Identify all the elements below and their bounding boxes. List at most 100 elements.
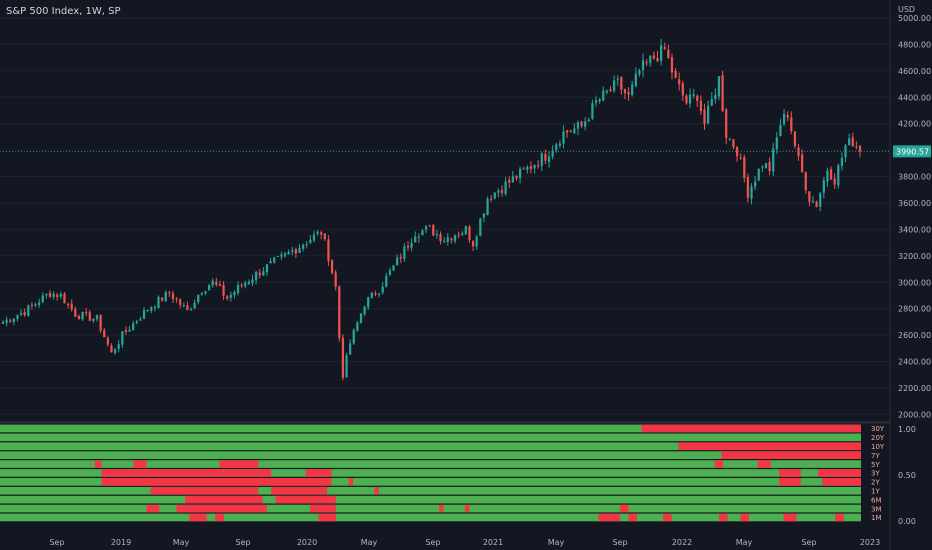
candle-body bbox=[504, 181, 507, 195]
candle-body bbox=[620, 77, 623, 90]
band-row bbox=[0, 460, 861, 468]
candle-body bbox=[9, 320, 12, 322]
candle-body bbox=[522, 168, 525, 170]
candle-body bbox=[793, 131, 797, 146]
x-tick-label: Sep bbox=[425, 538, 440, 547]
band-red-segment bbox=[628, 513, 638, 522]
candle-body bbox=[754, 181, 757, 187]
candle-body bbox=[273, 257, 276, 263]
candle-body bbox=[605, 90, 608, 93]
band-row bbox=[0, 478, 861, 486]
candle-body bbox=[819, 193, 822, 207]
band-red-segment bbox=[101, 469, 272, 477]
band-row bbox=[0, 424, 861, 433]
band-red-segment bbox=[678, 442, 861, 451]
candle-body bbox=[302, 245, 305, 249]
candle-body bbox=[696, 95, 699, 101]
candle-body bbox=[222, 284, 225, 296]
band-red-segment bbox=[779, 469, 801, 477]
candle-body bbox=[189, 308, 193, 310]
candle-body bbox=[323, 233, 326, 240]
band-row-label: 5Y bbox=[871, 461, 880, 469]
candle-body bbox=[117, 343, 120, 349]
candle-body bbox=[359, 313, 363, 324]
candle-body bbox=[623, 89, 627, 93]
candle-body bbox=[150, 307, 153, 311]
candle-body bbox=[291, 250, 294, 252]
candle-body bbox=[330, 260, 334, 274]
candle-body bbox=[457, 234, 460, 236]
candle-body bbox=[764, 163, 768, 168]
candle-body bbox=[511, 176, 514, 182]
candle-body bbox=[743, 157, 746, 179]
x-tick-label: May bbox=[361, 538, 378, 547]
band-red-segment bbox=[464, 504, 470, 513]
candle-body bbox=[475, 236, 478, 247]
band-row-label: 3Y bbox=[871, 470, 880, 478]
candle-body bbox=[801, 154, 804, 173]
candle-body bbox=[685, 95, 688, 104]
candle-body bbox=[244, 282, 247, 287]
candle-body bbox=[294, 249, 298, 254]
candle-body bbox=[768, 162, 771, 172]
candle-body bbox=[486, 198, 489, 215]
band-row bbox=[0, 504, 861, 513]
candle-body bbox=[88, 312, 91, 321]
candle-body bbox=[153, 307, 156, 309]
candle-body bbox=[790, 117, 793, 132]
x-tick-label: Sep bbox=[49, 538, 64, 547]
candle-body bbox=[468, 226, 471, 240]
candle-body bbox=[269, 261, 272, 264]
candle-body bbox=[851, 137, 854, 146]
band-red-segment bbox=[101, 478, 332, 486]
candle-body bbox=[255, 271, 258, 281]
candle-body bbox=[34, 304, 37, 306]
candle-body bbox=[421, 230, 424, 236]
band-red-segment bbox=[133, 460, 147, 468]
candle-body bbox=[775, 137, 778, 150]
chart-title: S&P 500 Index, 1W, SP bbox=[6, 6, 121, 17]
candle-body bbox=[728, 139, 731, 141]
candle-body bbox=[822, 180, 825, 193]
candle-body bbox=[858, 146, 862, 152]
candle-body bbox=[233, 292, 236, 296]
candle-body bbox=[132, 323, 135, 331]
candle-body bbox=[739, 157, 742, 159]
y-tick-label: 2200.00 bbox=[898, 384, 931, 393]
candle-body bbox=[508, 180, 511, 183]
candle-body bbox=[265, 264, 269, 273]
x-tick-label: Sep bbox=[801, 538, 816, 547]
band-red-segment bbox=[318, 513, 336, 522]
candle-body bbox=[612, 80, 616, 91]
band-axis-tick: 1.00 bbox=[898, 425, 916, 434]
candle-body bbox=[490, 198, 493, 200]
band-red-segment bbox=[176, 504, 267, 513]
candle-body bbox=[5, 319, 8, 323]
x-tick-label: 2019 bbox=[111, 538, 131, 547]
candle-body bbox=[493, 192, 496, 199]
candle-body bbox=[732, 139, 735, 148]
candle-body bbox=[388, 270, 392, 275]
y-tick-label: 2000.00 bbox=[898, 410, 931, 419]
candle-body bbox=[103, 330, 106, 338]
band-red-segment bbox=[714, 460, 724, 468]
candle-body bbox=[580, 121, 583, 126]
currency-label: USD bbox=[898, 5, 916, 14]
candle-body bbox=[681, 83, 684, 96]
band-red-segment bbox=[185, 495, 263, 504]
band-red-segment bbox=[598, 513, 620, 522]
candle-body bbox=[518, 168, 522, 179]
candle-body bbox=[750, 186, 753, 199]
band-axis-tick: 0.50 bbox=[898, 471, 916, 480]
candle-body bbox=[551, 150, 554, 157]
band-red-segment bbox=[822, 478, 861, 486]
candle-body bbox=[772, 148, 775, 172]
candle-body bbox=[175, 298, 178, 300]
candle-body bbox=[251, 279, 254, 284]
candle-body bbox=[59, 293, 62, 297]
candle-body bbox=[258, 272, 261, 276]
band-row-label: 7Y bbox=[871, 452, 880, 460]
candle-body bbox=[352, 330, 355, 344]
candle-body bbox=[168, 292, 171, 294]
